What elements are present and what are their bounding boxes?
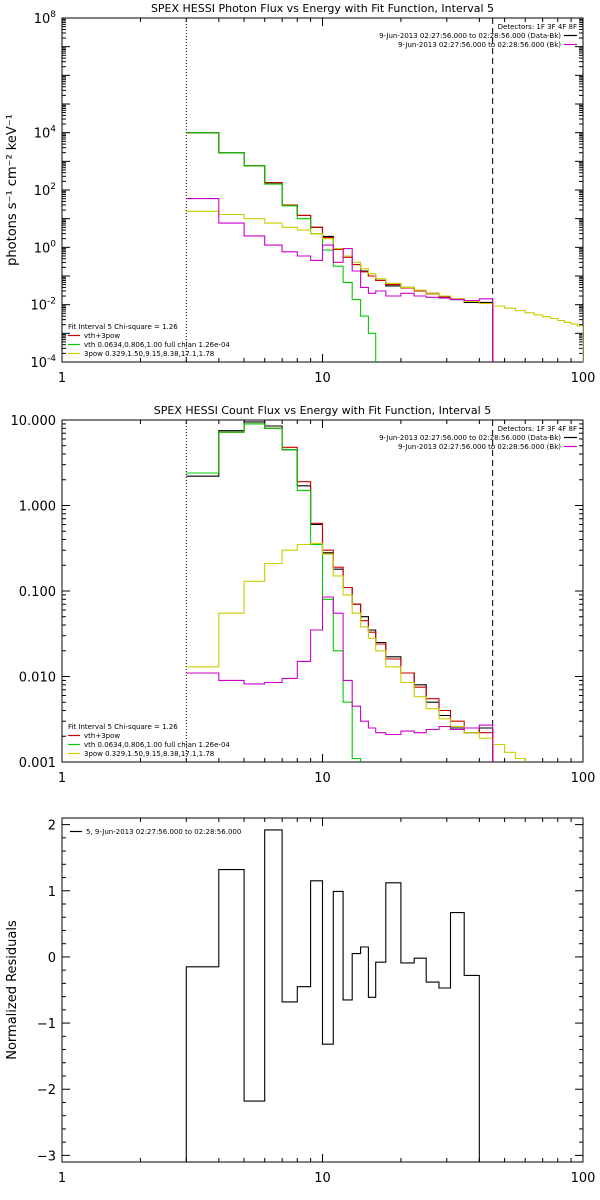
legend-entry-label: 9-Jun-2013 02:27:56.000 to 02:28:56.000 … <box>379 32 561 40</box>
y-axis-label: photons s⁻¹ cm⁻² keV⁻¹ <box>5 114 20 266</box>
y-tick-label: 108 <box>34 10 57 27</box>
x-tick-label: 1 <box>58 371 66 386</box>
y-tick-label: 0.010 <box>19 671 56 686</box>
plot-frame <box>61 17 584 363</box>
spectrum-series-3 <box>186 210 583 362</box>
spectrum-series-3 <box>186 542 526 762</box>
spectrum-series-0 <box>186 421 494 762</box>
y-tick-label: −2 <box>37 1083 56 1098</box>
y-tick-label: 10-4 <box>30 354 56 371</box>
series-group <box>186 132 583 362</box>
spectrum-series-1 <box>186 132 494 362</box>
legend-entry-label: 9-Jun-2013 02:27:56.000 to 02:28:56.000 … <box>379 434 561 442</box>
legend-header: Fit Interval 5 Chi-square = 1.26 <box>68 323 178 331</box>
y-tick-label: 1.000 <box>19 500 56 515</box>
x-tick-label: 10 <box>314 771 331 786</box>
spectrum-series-0 <box>185 829 480 1162</box>
count-flux-panel: SPEX HESSI Count Flux vs Energy with Fit… <box>11 404 596 786</box>
y-tick-label: 104 <box>34 125 57 142</box>
y-tick-label: 10-2 <box>30 297 56 314</box>
photon-flux-panel: SPEX HESSI Photon Flux vs Energy with Fi… <box>5 2 595 386</box>
chart-title: SPEX HESSI Count Flux vs Energy with Fit… <box>154 404 491 417</box>
y-tick-label: 100 <box>34 239 57 256</box>
x-tick-label: 100 <box>571 1171 596 1186</box>
y-tick-label: 0.001 <box>19 756 56 771</box>
series-group <box>186 421 526 762</box>
y-tick-label: 0 <box>48 951 56 966</box>
legend-entry-label: 9-Jun-2013 02:27:56.000 to 02:28:56.000 … <box>398 41 561 49</box>
x-tick-label: 1 <box>58 1171 66 1186</box>
x-tick-label: 10 <box>314 1171 331 1186</box>
y-tick-label: 10.000 <box>11 414 57 429</box>
y-axis-label: Normalized Residuals <box>5 920 20 1060</box>
chart-title: SPEX HESSI Photon Flux vs Energy with Fi… <box>151 2 494 15</box>
legend-header: Detectors: 1F 3F 4F 8F <box>498 23 577 31</box>
legend-header: Fit Interval 5 Chi-square = 1.26 <box>68 723 178 731</box>
x-tick-label: 100 <box>571 771 596 786</box>
y-tick-label: 0.100 <box>19 585 56 600</box>
legend-header: Detectors: 1F 3F 4F 8F <box>498 425 577 433</box>
legend-entry-label: 3pow 0.329,1.50,9.15,8.38,17.1,1.78 <box>84 350 214 358</box>
spectrum-series-2 <box>186 423 362 762</box>
y-tick-label: 102 <box>34 182 56 199</box>
residuals-panel: 1 10 100 −3 −2 −1 0 1 2 Normalized Residuals 5, 9-… <box>5 817 596 1186</box>
legend-entry-label: vth 0.0634,0.806,1.00 full chian 1.26e-0… <box>84 741 230 749</box>
x-tick-label: 1 <box>58 771 66 786</box>
legend-entry-label: 3pow 0.329,1.50,9.15,8.38,17.1,1.78 <box>84 750 214 758</box>
legend-entry-label: 5, 9-Jun-2013 02:27:56.000 to 02:28:56.0… <box>86 828 241 836</box>
legend-entry-label: vth+3pow <box>84 332 120 340</box>
legend-entry-label: vth+3pow <box>84 732 120 740</box>
series-group <box>185 829 480 1162</box>
spectrum-series-2 <box>186 132 377 362</box>
y-tick-label: 2 <box>48 819 56 834</box>
y-tick-label: −3 <box>37 1149 56 1164</box>
legend-entry-label: vth 0.0634,0.806,1.00 full chian 1.26e-0… <box>84 341 230 349</box>
x-tick-label: 10 <box>314 371 331 386</box>
y-tick-label: 1 <box>48 885 56 900</box>
legend-entry-label: 9-Jun-2013 02:27:56.000 to 02:28:56.000 … <box>398 443 561 451</box>
x-tick-label: 100 <box>571 371 596 386</box>
spectrum-series-4 <box>186 198 494 362</box>
y-tick-label: −1 <box>37 1017 56 1032</box>
spectrum-series-4 <box>186 596 494 762</box>
